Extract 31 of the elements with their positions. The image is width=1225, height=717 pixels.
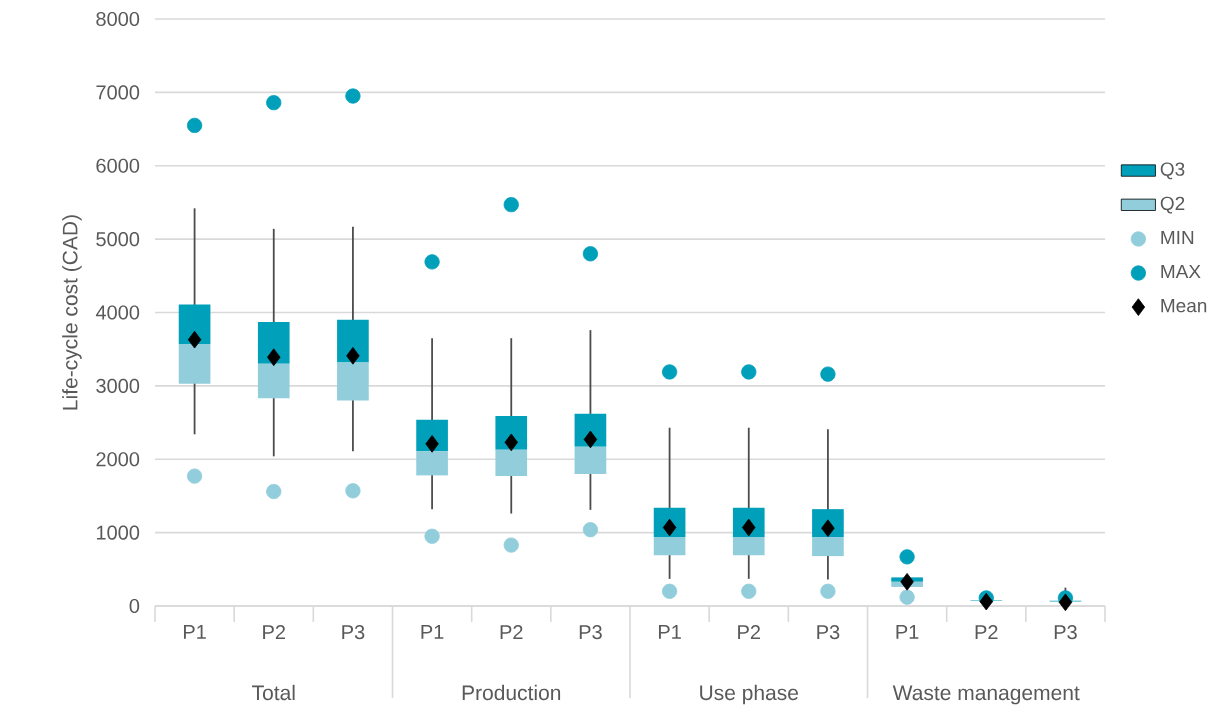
x-tick-label: P1 (421, 625, 444, 639)
text: Total (252, 684, 295, 701)
y-tick-label: 2000 (96, 452, 140, 467)
x-tick-label: P2 (500, 625, 523, 640)
legend-label: MAX (1161, 265, 1201, 279)
x-tick-label: P2 (263, 625, 285, 640)
text: Production (462, 684, 561, 701)
x-tick-label: P3 (342, 625, 365, 640)
y-tick-label: 7000 (96, 85, 140, 100)
y-tick-label: 0 (129, 598, 140, 614)
legend-label: MIN (1161, 230, 1194, 245)
y-axis-title: Life-cycle cost (CAD) (62, 215, 82, 410)
x-tick-label: P3 (1054, 625, 1077, 640)
legend-label: Q2 (1160, 196, 1185, 214)
x-tick-label: P3 (817, 625, 840, 640)
y-tick-label: 1000 (96, 525, 140, 540)
x-tick-label: P1 (183, 625, 206, 639)
y-tick-label: 8000 (96, 11, 140, 27)
y-tick-label: 4000 (95, 305, 140, 320)
y-tick-label: 6000 (96, 158, 140, 173)
x-tick-label: P2 (975, 625, 998, 640)
legend-label: Q3 (1160, 162, 1185, 180)
x-tick-label: P1 (658, 625, 681, 639)
text: Waste management (892, 685, 1080, 705)
y-tick-label: 3000 (96, 378, 140, 393)
x-tick-label: P1 (896, 625, 919, 639)
text: Use phase (700, 684, 798, 705)
legend-label: Mean (1161, 299, 1207, 313)
y-tick-label: 5000 (96, 232, 140, 247)
x-tick-label: P3 (579, 625, 602, 640)
x-tick-label: P2 (738, 625, 760, 640)
